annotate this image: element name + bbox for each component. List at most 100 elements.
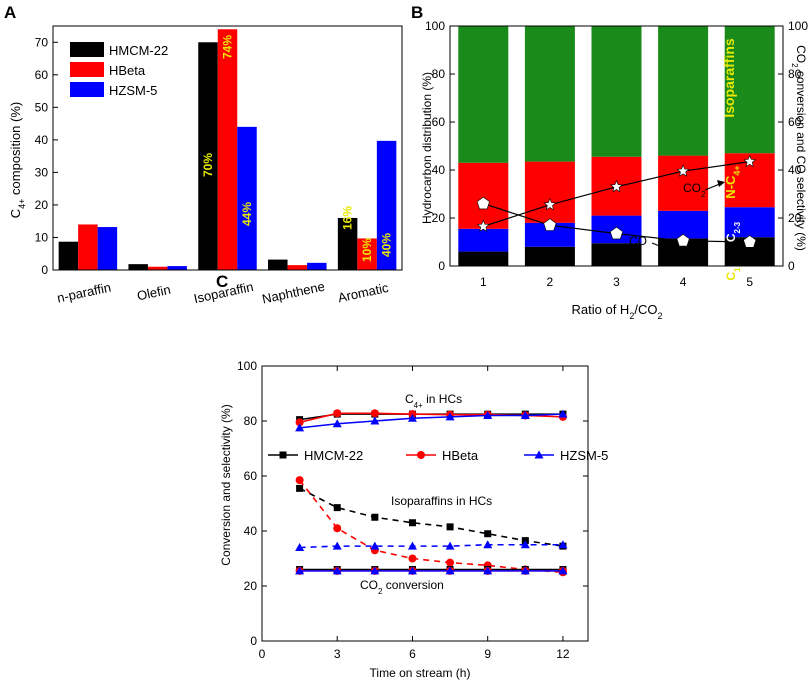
panel-c-letter: C [216, 272, 228, 291]
panel-b-bars [458, 26, 775, 266]
stack-c1-2 [524, 246, 575, 266]
isoparaffins_in_hcs-line-hbeta [298, 479, 563, 574]
isoparaffins_in_hcs-marker-hzsm-5 [295, 543, 305, 551]
nc4-text: N-C4+ [723, 165, 742, 198]
bar-hbeta-n-paraffin [78, 224, 98, 270]
y-tick-label: 70 [35, 35, 49, 49]
x-tick-label: 3 [613, 275, 620, 289]
isoparaffins_in_hcs-marker-hzsm-5 [483, 540, 493, 549]
y-tick-label: 60 [35, 68, 49, 82]
stack-isoparaffins-5 [724, 26, 775, 154]
c4_in_hcs-marker-hzsm-5 [445, 412, 455, 421]
isoparaffins_in_hcs-marker-hmcm-22 [333, 504, 341, 512]
x-tick-label: 12 [556, 647, 570, 661]
x-tick-label: 4 [680, 275, 687, 289]
c4_in_hcs-marker-hbeta [333, 409, 342, 418]
co2_conversion-marker-hzsm-5 [445, 566, 455, 575]
panel-a-frame [52, 25, 403, 271]
legend-swatch-hmcm-22 [70, 42, 104, 57]
c4_in_hcs-marker-hzsm-5 [558, 409, 568, 418]
legend-label-hzsm-5: HZSM-5 [560, 448, 608, 463]
x-tick-label-olefin: Olefin [136, 282, 172, 304]
y-tick-label-right: 20 [788, 211, 802, 225]
panel-c-xlabel: Time on stream (h) [370, 666, 471, 680]
x-tick-label: 5 [746, 275, 753, 289]
x-tick-label-aromatic: Aromatic [337, 280, 391, 305]
bar-hzsm-5-n-paraffin [97, 227, 118, 270]
bar-value-label: 16% [341, 206, 355, 230]
stack-c2-3-4 [658, 210, 709, 239]
panel-b-ylabel-left: Hydrocarbon distribution (%) [420, 72, 434, 224]
co2-arrowhead [717, 180, 725, 187]
co-pentagon-marker [676, 233, 690, 247]
c4_in_hcs-line-hzsm-5 [299, 413, 563, 429]
legend-label-hmcm-22: HMCM-22 [304, 448, 363, 463]
co-pentagon-marker [543, 218, 557, 231]
y-tick-label: 0 [250, 634, 257, 648]
legend-marker-hzsm-5 [534, 450, 544, 459]
y-tick-label-right: 80 [788, 67, 802, 81]
c4_in_hcs-marker-hbeta [370, 409, 379, 418]
co-pentagon-marker [609, 226, 624, 240]
y-tick-label: 20 [35, 198, 49, 212]
c4_in_hcs-marker-hzsm-5 [483, 411, 493, 419]
bar-hzsm-5-naphthene [307, 262, 327, 270]
panel-a-legend: HMCM-22 HBeta HZSM-5 [70, 42, 168, 98]
c4_in_hcs-marker-hzsm-5 [332, 419, 342, 428]
isoparaffins_in_hcs-marker-hzsm-5 [558, 540, 568, 549]
legend-swatch-hzsm-5 [70, 82, 104, 97]
panel-a-letter: A [4, 3, 16, 22]
y-tick-label: 20 [244, 579, 258, 593]
c23-text: C2-3 [724, 221, 742, 242]
stack-isoparaffins-1 [458, 26, 509, 163]
y-tick-label: 40 [244, 524, 258, 538]
stack-c1-1 [458, 251, 509, 266]
stack-isoparaffins-2 [524, 26, 575, 162]
isoparaffins_in_hcs-marker-hbeta [408, 554, 417, 563]
stack-c1-3 [591, 243, 642, 266]
panel-c-legend: HMCM-22 HBeta HZSM-5 [268, 448, 608, 463]
co2-star-marker [610, 180, 623, 193]
co2_conversion-marker-hzsm-5 [520, 566, 530, 575]
co2-star-marker [476, 219, 490, 232]
isoparaffins_in_hcs-marker-hmcm-22 [296, 484, 304, 492]
y-tick-label: 60 [244, 469, 258, 483]
bar-hmcm-22-aromatic [337, 217, 358, 270]
co-line-label: CO [629, 234, 647, 248]
y-tick-label: 40 [35, 133, 49, 147]
c4_in_hcs-marker-hzsm-5 [295, 423, 305, 432]
y-tick-label: 0 [41, 263, 48, 277]
bar-hbeta-isoparaffin [217, 29, 238, 271]
bar-hzsm-5-aromatic [376, 140, 397, 270]
y-tick-label-left: 100 [425, 19, 445, 33]
bar-hbeta-aromatic [357, 238, 377, 270]
x-tick-label: 2 [547, 275, 554, 289]
isoparaffins_in_hcs-marker-hzsm-5 [370, 541, 380, 550]
panel-a-bars [58, 29, 397, 271]
bar-hbeta-naphthene [287, 265, 308, 270]
legend-swatch-hbeta [70, 62, 104, 77]
isoparaffins_in_hcs-marker-hmcm-22 [408, 519, 416, 527]
isoparaffins_in_hcs-marker-hzsm-5 [520, 540, 530, 549]
x-tick-label: 0 [259, 647, 266, 661]
isoparaffins_in_hcs-marker-hbeta [333, 524, 342, 533]
c4-in-hcs-label: C4+ in HCs [405, 392, 462, 410]
panel-b-ylabel-right: CO2 conversion and CO selectivity (%) [791, 45, 809, 251]
isoparaffins_in_hcs-marker-hzsm-5 [445, 541, 455, 550]
co2-star-marker [743, 154, 757, 168]
isoparaffins-text: Isoparaffins [721, 38, 737, 118]
isoparaffins_in_hcs-marker-hbeta [446, 558, 455, 567]
stack-c2-3-5 [724, 207, 775, 238]
y-tick-label-left: 0 [438, 259, 445, 273]
legend-label-hmcm-22: HMCM-22 [109, 43, 168, 58]
panel-b-frame [449, 25, 784, 267]
y-tick-label: 80 [244, 414, 258, 428]
panel-c-axes: 0 20 40 60 80 100 0 3 6 9 12 [237, 359, 589, 661]
x-tick-label-naphthene: Naphthene [261, 279, 326, 307]
y-tick-label-right: 0 [788, 259, 795, 273]
isoparaffins_in_hcs-marker-hzsm-5 [332, 541, 342, 550]
x-tick-label: 3 [334, 647, 341, 661]
panel-b-letter: B [411, 3, 423, 22]
bar-hzsm-5-isoparaffin [237, 126, 257, 270]
